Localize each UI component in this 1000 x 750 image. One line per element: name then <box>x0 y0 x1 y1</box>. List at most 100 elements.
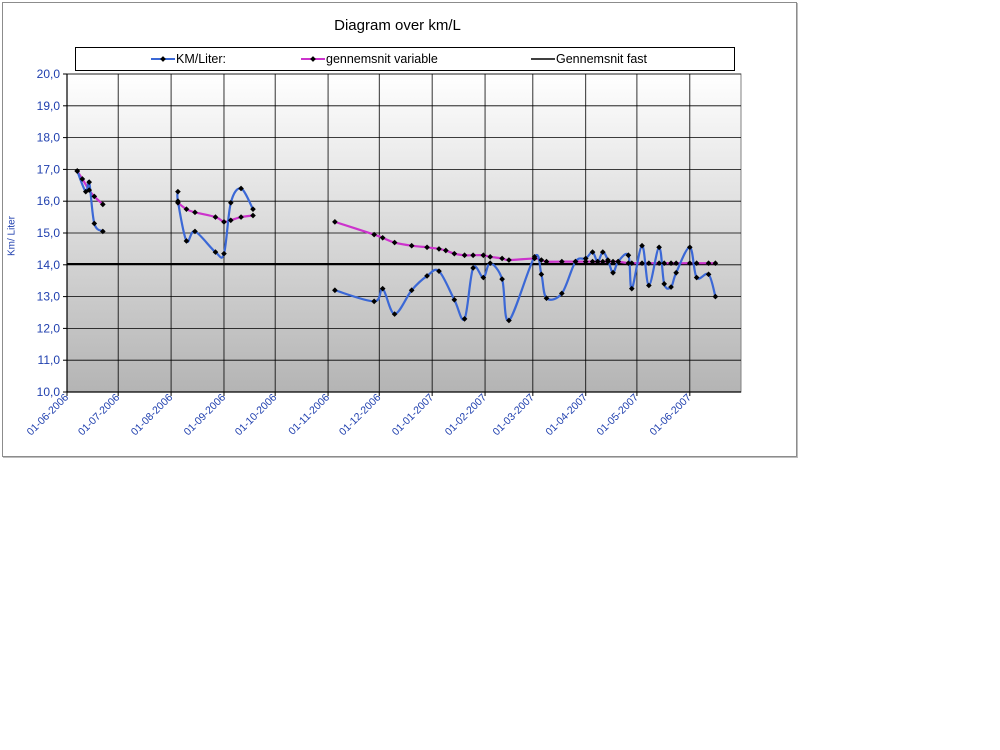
x-tick-label: 01-06-2007 <box>647 392 694 439</box>
data-point-km-liter <box>100 228 106 235</box>
data-point-gennemsnit-variable <box>656 260 662 267</box>
data-point-gennemsnit-variable <box>391 239 398 246</box>
data-point-km-liter <box>572 258 579 265</box>
data-point-km-liter <box>461 316 468 322</box>
y-tick-label: 10,0 <box>37 385 61 399</box>
data-point-gennemsnit-variable <box>499 255 505 262</box>
data-point-km-liter <box>625 252 632 259</box>
x-tick-label: 01-01-2007 <box>390 392 437 439</box>
data-point-km-liter <box>480 274 487 281</box>
y-tick-label: 11,0 <box>38 353 61 367</box>
data-point-km-liter <box>656 244 662 251</box>
data-point-gennemsnit-variable <box>461 252 468 259</box>
data-point-gennemsnit-variable <box>661 260 668 267</box>
legend-label-gennemsnit-fast: Gennemsnit fast <box>556 52 648 66</box>
data-point-km-liter <box>615 258 621 265</box>
data-point-gennemsnit-variable <box>673 260 679 267</box>
data-point-km-liter <box>661 281 668 287</box>
data-point-km-liter <box>250 206 256 212</box>
data-point-km-liter <box>379 285 386 292</box>
data-point-gennemsnit-variable <box>480 252 487 259</box>
data-point-gennemsnit-variable <box>379 234 386 241</box>
x-tick-label: 01-08-2006 <box>129 392 176 439</box>
data-point-km-liter <box>543 295 550 302</box>
x-tick-label: 01-10-2006 <box>233 392 280 439</box>
data-point-km-liter <box>91 220 98 227</box>
data-point-gennemsnit-variable <box>332 219 338 225</box>
data-point-km-liter <box>451 296 458 303</box>
data-point-km-liter <box>238 185 244 192</box>
data-point-gennemsnit-variable <box>436 246 442 252</box>
data-point-gennemsnit-variable <box>610 258 616 265</box>
data-point-gennemsnit-variable <box>543 258 550 265</box>
x-tick-label: 01-12-2006 <box>337 392 384 439</box>
data-point-gennemsnit-variable <box>451 250 458 257</box>
data-point-gennemsnit-variable <box>408 242 415 249</box>
data-point-gennemsnit-variable <box>487 254 493 260</box>
data-point-km-liter <box>371 298 377 305</box>
y-tick-label: 14,0 <box>37 258 61 272</box>
data-point-km-liter <box>74 168 81 174</box>
y-tick-label: 20,0 <box>37 67 61 81</box>
y-tick-label: 13,0 <box>37 290 61 304</box>
data-point-gennemsnit-variable <box>470 252 476 259</box>
x-tick-label: 01-07-2006 <box>76 392 123 439</box>
data-point-km-liter <box>408 287 415 294</box>
data-point-gennemsnit-variable <box>212 214 219 220</box>
data-point-gennemsnit-variable <box>628 260 635 267</box>
data-point-km-liter <box>506 317 512 324</box>
legend-label-km-liter: KM/Liter: <box>176 52 227 66</box>
x-tick-label: 01-05-2007 <box>595 392 642 439</box>
data-point-km-liter <box>86 179 93 185</box>
data-point-km-liter <box>436 268 442 274</box>
data-point-gennemsnit-variable <box>424 244 430 251</box>
data-point-km-liter <box>628 285 635 292</box>
data-point-km-liter <box>487 260 493 267</box>
data-point-km-liter <box>705 271 712 278</box>
legend-item-gennemsnit-fast: Gennemsnit fast <box>531 51 647 67</box>
data-point-gennemsnit-variable <box>589 258 596 265</box>
data-point-km-liter <box>175 188 181 195</box>
data-point-km-liter <box>192 228 198 235</box>
data-point-km-liter <box>693 274 700 281</box>
legend-swatch-gennemsnit-fast <box>531 58 555 60</box>
data-point-km-liter <box>332 287 338 294</box>
data-point-gennemsnit-variable <box>227 217 234 224</box>
data-point-km-liter <box>531 254 538 260</box>
data-point-km-liter <box>599 249 606 255</box>
y-tick-label: 16,0 <box>37 194 61 208</box>
legend-label-gennemsnit-variable: gennemsnit variable <box>326 52 438 66</box>
data-point-gennemsnit-variable <box>599 258 606 265</box>
data-point-km-liter <box>605 257 611 263</box>
data-point-gennemsnit-variable <box>79 176 86 182</box>
data-point-gennemsnit-variable <box>668 260 674 267</box>
data-point-gennemsnit-variable <box>221 219 227 225</box>
data-point-km-liter <box>212 249 219 255</box>
data-point-km-liter <box>639 242 645 249</box>
data-point-gennemsnit-variable <box>582 258 589 265</box>
data-point-gennemsnit-variable <box>100 201 106 208</box>
data-point-km-liter <box>227 199 234 206</box>
x-tick-label: 01-03-2007 <box>490 392 537 439</box>
data-point-gennemsnit-variable <box>686 260 693 267</box>
data-point-km-liter <box>559 290 565 297</box>
data-point-km-liter <box>712 293 719 300</box>
data-point-km-liter <box>610 269 616 276</box>
data-point-gennemsnit-variable <box>712 260 719 267</box>
legend-swatch-gennemsnit-variable <box>301 56 325 62</box>
data-point-gennemsnit-variable <box>625 260 632 267</box>
data-point-gennemsnit-variable <box>442 247 449 254</box>
data-point-km-liter <box>424 273 430 279</box>
legend: KM/Liter: gennemsnit variable Gennemsnit… <box>75 47 735 71</box>
data-point-gennemsnit-variable <box>91 193 98 200</box>
data-point-km-liter <box>673 269 679 276</box>
data-point-gennemsnit-variable <box>506 257 512 263</box>
data-point-km-liter <box>499 276 505 282</box>
data-point-gennemsnit-variable <box>250 212 256 219</box>
data-point-km-liter <box>175 198 181 205</box>
data-point-km-liter <box>594 258 601 265</box>
data-point-gennemsnit-variable <box>192 209 198 216</box>
x-tick-label: 01-02-2007 <box>443 392 490 439</box>
chart-title: Diagram over km/L <box>334 17 461 34</box>
